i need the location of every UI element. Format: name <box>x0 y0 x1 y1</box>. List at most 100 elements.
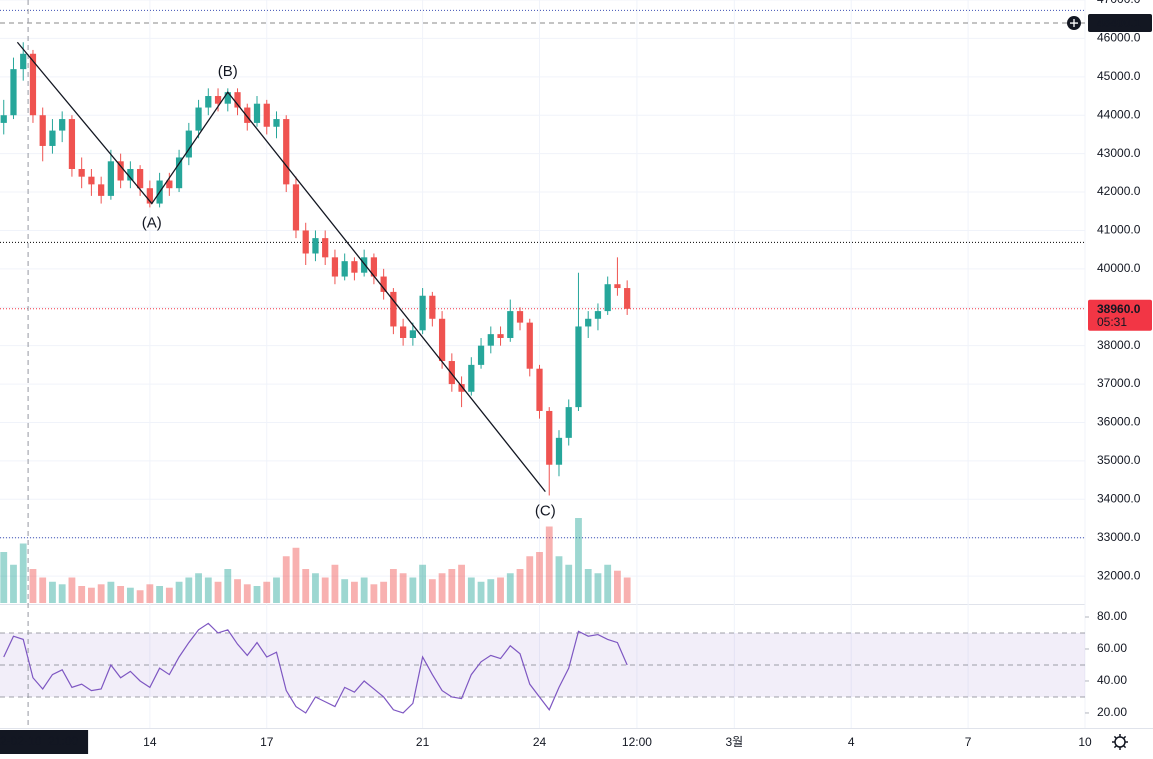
volume-bar <box>497 577 504 603</box>
volume-bar <box>380 581 388 603</box>
candle-body <box>205 96 212 108</box>
volume-bar <box>10 564 17 603</box>
volume-bar <box>341 579 349 603</box>
rsi-tick-label: 20.00 <box>1097 705 1127 719</box>
candle-body <box>263 103 270 127</box>
y-tick-label: 40000.0 <box>1097 261 1141 275</box>
candle-body <box>49 130 56 146</box>
candle-body <box>497 334 504 338</box>
y-tick-label: 34000.0 <box>1097 491 1141 505</box>
gear-teeth[interactable] <box>1112 734 1128 750</box>
price-label: 38960.0 <box>1097 302 1141 316</box>
candle-body <box>78 168 85 177</box>
candle-body <box>20 53 27 70</box>
candle-body <box>390 291 397 327</box>
candle-body <box>361 257 368 273</box>
x-tick-label: 17 <box>260 735 274 749</box>
candle-body <box>88 176 95 185</box>
settings-icon[interactable] <box>1112 734 1128 750</box>
candle-body <box>185 130 192 158</box>
volume-bar <box>107 581 115 603</box>
volume-bar <box>97 584 105 603</box>
volume-bar <box>88 587 95 603</box>
volume-bar <box>117 586 125 603</box>
candle-body <box>526 322 533 369</box>
candle-body <box>507 311 514 338</box>
candle-body <box>468 364 475 392</box>
volume-bar <box>292 547 300 603</box>
volume-bar <box>273 577 280 603</box>
volume-bar <box>224 569 232 603</box>
candle-body <box>0 115 7 123</box>
candle-body <box>234 92 241 108</box>
candle-body <box>370 257 378 277</box>
candle-body <box>624 288 631 309</box>
volume-bar <box>156 586 164 603</box>
x-tick-label: 12:00 <box>622 735 652 749</box>
volume-bar <box>438 573 446 603</box>
volume-bar <box>584 569 592 603</box>
x-tick-label: 3월 <box>725 735 743 749</box>
price-label: 46400.1 <box>1097 16 1141 30</box>
candle-body <box>283 119 290 185</box>
y-tick-label: 36000.0 <box>1097 415 1141 429</box>
volume-bar <box>68 577 76 603</box>
candle-body <box>214 96 222 104</box>
candle-body <box>575 326 582 408</box>
candle-body <box>273 119 280 127</box>
volume-bar <box>399 573 407 603</box>
candle-body <box>68 119 76 169</box>
crosshair-label: 2-02-10 21:00 <box>0 734 78 748</box>
x-tick-label: 4 <box>848 735 855 749</box>
volume-bar <box>526 556 534 603</box>
volume-bar <box>428 579 436 603</box>
candle-body <box>546 410 553 465</box>
volume-bar <box>360 577 368 603</box>
candle-body <box>604 284 611 312</box>
candle-body <box>409 330 416 338</box>
candle-body <box>438 318 446 362</box>
candle-body <box>341 261 348 277</box>
candle-body <box>516 311 524 323</box>
x-tick-label: 14 <box>143 735 157 749</box>
volume-bar <box>448 569 456 603</box>
volume-bar <box>312 573 319 603</box>
candle-body <box>39 115 46 146</box>
candle-body <box>302 230 309 254</box>
volume-bar <box>487 579 495 603</box>
candle-body <box>594 311 602 319</box>
volume-bar <box>351 581 358 603</box>
y-tick-label: 45000.0 <box>1097 69 1141 83</box>
wave-label: (A) <box>142 215 162 232</box>
volume-bar <box>389 569 397 603</box>
volume-bar <box>243 584 251 603</box>
candle-body <box>614 284 621 289</box>
volume-bar <box>614 570 621 603</box>
x-tick-label: 7 <box>965 735 972 749</box>
y-tick-label: 38000.0 <box>1097 338 1141 352</box>
volume-bar <box>370 584 378 603</box>
candle-body <box>458 384 465 392</box>
volume-bar <box>506 573 514 603</box>
rsi-tick-label: 60.00 <box>1097 641 1127 655</box>
y-tick-label: 32000.0 <box>1097 568 1141 582</box>
candle-body <box>195 107 202 131</box>
volume-bar <box>477 581 485 603</box>
candle-body <box>419 295 426 331</box>
volume-bar <box>467 577 475 603</box>
volume-bar <box>253 586 261 603</box>
candle-body <box>380 276 387 292</box>
volume-bar <box>282 556 290 603</box>
rsi-tick-label: 80.00 <box>1097 609 1127 623</box>
volume-bar <box>604 564 612 603</box>
countdown-label: 05:31 <box>1097 315 1127 329</box>
candle-body <box>565 407 572 438</box>
volume-bar <box>545 526 553 603</box>
y-tick-label: 33000.0 <box>1097 530 1141 544</box>
candle-body <box>29 53 37 116</box>
volume-bar <box>594 573 602 603</box>
volume-bar <box>302 569 310 603</box>
volume-bar <box>214 581 222 603</box>
volume-bar <box>175 581 183 603</box>
volume-bar <box>623 577 631 603</box>
